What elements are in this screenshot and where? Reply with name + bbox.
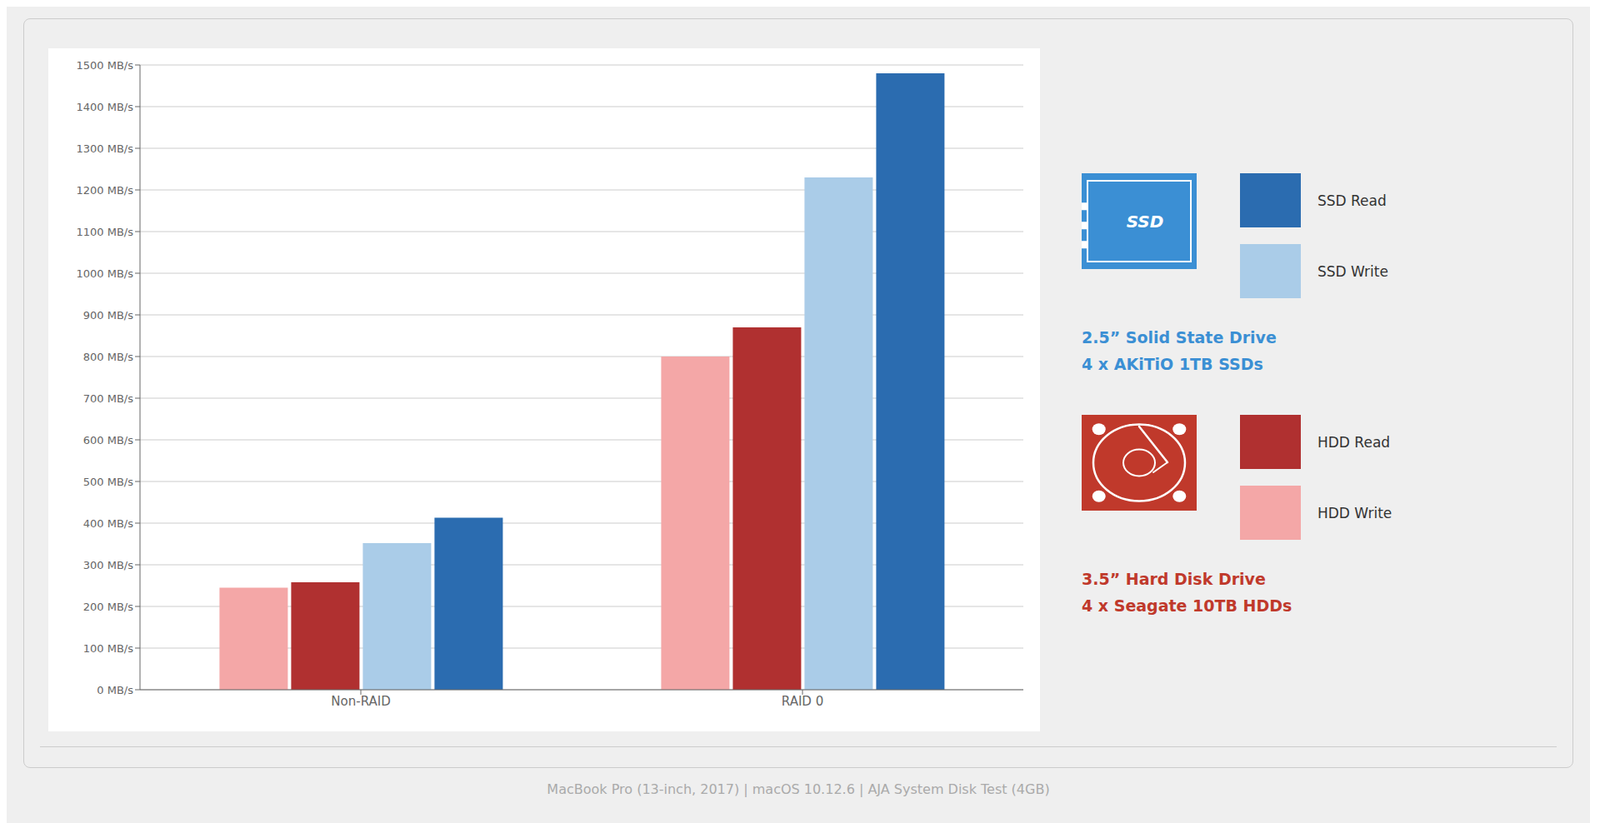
svg-text:400 MB/s: 400 MB/s	[83, 517, 134, 530]
svg-text:RAID 0: RAID 0	[781, 694, 824, 710]
svg-text:SSD: SSD	[1126, 211, 1165, 232]
html-text:SSD Write: SSD Write	[1317, 262, 1389, 280]
html-text:4 x AKiTiO 1TB SSDs: 4 x AKiTiO 1TB SSDs	[1081, 355, 1264, 374]
svg-text:1400 MB/s: 1400 MB/s	[75, 100, 134, 114]
svg-text:1000 MB/s: 1000 MB/s	[75, 267, 134, 280]
html-text:4 x Seagate 10TB HDDs: 4 x Seagate 10TB HDDs	[1081, 596, 1292, 615]
html-text:MacBook Pro (13-inch, 2017) |: MacBook Pro (13-inch, 2017) | macOS 10.1…	[547, 781, 1050, 798]
svg-text:800 MB/s: 800 MB/s	[83, 350, 134, 364]
html-text:HDD Write: HDD Write	[1317, 504, 1392, 522]
svg-text:900 MB/s: 900 MB/s	[83, 309, 134, 322]
svg-text:Non-RAID: Non-RAID	[330, 694, 390, 710]
svg-text:600 MB/s: 600 MB/s	[83, 434, 134, 447]
svg-text:0 MB/s: 0 MB/s	[96, 684, 134, 697]
svg-text:300 MB/s: 300 MB/s	[83, 559, 134, 572]
html-text:2.5” Solid State Drive: 2.5” Solid State Drive	[1081, 328, 1277, 347]
svg-text:1200 MB/s: 1200 MB/s	[75, 184, 134, 197]
html-text:SSD Read: SSD Read	[1317, 192, 1387, 209]
svg-text:500 MB/s: 500 MB/s	[83, 475, 134, 489]
html-text:HDD Read: HDD Read	[1317, 433, 1391, 451]
svg-text:1500 MB/s: 1500 MB/s	[75, 59, 134, 72]
svg-text:1100 MB/s: 1100 MB/s	[75, 225, 134, 239]
svg-text:1300 MB/s: 1300 MB/s	[75, 142, 134, 155]
html-text:3.5” Hard Disk Drive: 3.5” Hard Disk Drive	[1081, 570, 1266, 589]
svg-text:100 MB/s: 100 MB/s	[83, 642, 134, 655]
svg-text:700 MB/s: 700 MB/s	[83, 392, 134, 405]
svg-text:200 MB/s: 200 MB/s	[83, 600, 134, 614]
